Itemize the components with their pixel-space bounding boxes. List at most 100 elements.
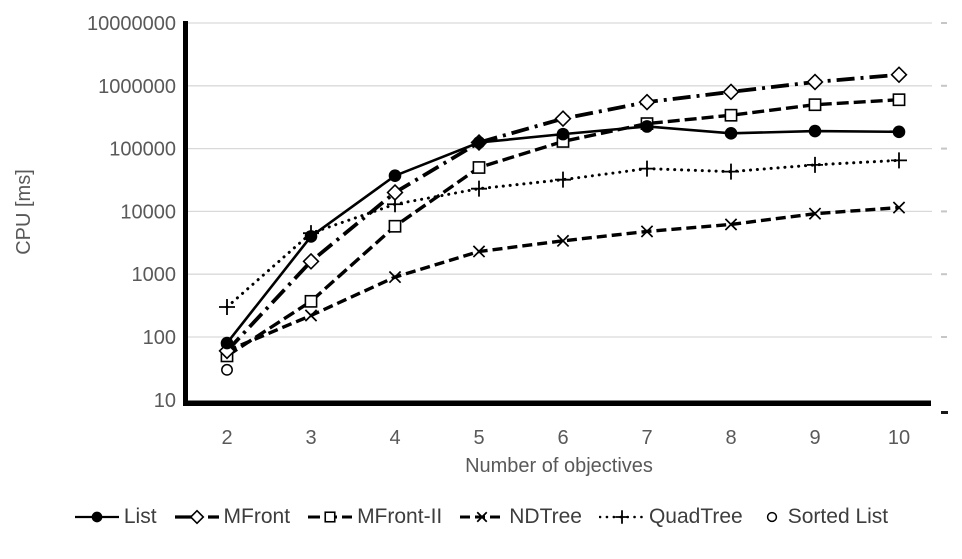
right-axis-tick xyxy=(941,336,947,338)
data-point-marker xyxy=(388,270,402,284)
legend-label: List xyxy=(123,505,157,528)
data-point-marker xyxy=(388,219,402,233)
data-point-marker xyxy=(723,163,739,180)
data-point-marker xyxy=(892,93,906,107)
axes xyxy=(183,21,931,406)
data-point-marker xyxy=(220,336,234,350)
data-point-marker xyxy=(892,125,906,139)
series-line xyxy=(226,205,900,353)
data-point-marker xyxy=(891,152,907,169)
legend-sample-quadtree-icon xyxy=(598,510,645,524)
y-tick-label: 1000000 xyxy=(98,76,176,98)
data-point-marker xyxy=(640,120,654,133)
data-point-marker xyxy=(806,73,824,91)
x-tick-label: 6 xyxy=(557,427,568,449)
y-axis-line xyxy=(183,21,188,406)
right-axis-tick xyxy=(941,84,947,87)
y-tick-label: 10000 xyxy=(120,201,176,223)
x-tick-label: 2 xyxy=(221,427,232,449)
right-axis-tick xyxy=(941,22,947,24)
data-point-marker xyxy=(471,180,487,197)
data-point-marker xyxy=(304,309,318,322)
x-tick-label: 4 xyxy=(389,427,400,449)
plot-area: 10000000 1000000 100000 10000 1000 100 10 2 3 4 5 6… xyxy=(13,13,948,477)
legend-item-ndtree: NDTree xyxy=(459,505,582,529)
data-point-marker xyxy=(472,161,486,174)
data-point-marker xyxy=(808,124,822,138)
data-point-marker xyxy=(892,201,906,214)
data-point-marker xyxy=(472,136,486,149)
legend-sample-mfront-icon xyxy=(174,509,219,525)
y-tick-label: 100 xyxy=(143,327,176,349)
chart-legend: List MFront MFront-II NDTree QuadTree So… xyxy=(0,505,962,529)
legend-marker xyxy=(189,509,204,525)
y-tick-label: 10000000 xyxy=(87,13,176,35)
data-point-marker xyxy=(221,363,233,376)
y-tick-label: 1000 xyxy=(132,264,177,286)
legend-marker xyxy=(476,511,488,523)
legend-item-mfront: MFront xyxy=(174,505,291,529)
legend-marker xyxy=(324,511,336,523)
right-axis-tick xyxy=(941,411,948,414)
gridlines xyxy=(187,22,948,414)
data-point-marker xyxy=(304,294,318,308)
legend-item-list: List xyxy=(74,505,157,529)
series-line xyxy=(225,125,900,344)
right-axis-tick xyxy=(941,147,947,150)
x-tick-label: 9 xyxy=(809,427,820,449)
data-point-marker xyxy=(555,171,571,188)
legend-marker xyxy=(91,511,103,523)
data-point-marker xyxy=(639,160,655,177)
data-point-marker xyxy=(218,342,236,360)
data-point-marker xyxy=(472,245,486,258)
x-tick-label: 10 xyxy=(888,427,910,449)
data-point-marker xyxy=(807,156,823,173)
x-tick-label: 7 xyxy=(641,427,652,449)
series-line xyxy=(225,72,900,353)
data-point-marker xyxy=(808,207,822,220)
data-point-marker xyxy=(722,83,740,101)
data-point-marker xyxy=(219,299,235,316)
data-point-marker xyxy=(724,218,738,231)
data-point-marker xyxy=(556,234,570,248)
data-point-marker xyxy=(554,110,572,128)
legend-item-mfront-ii: MFront-II xyxy=(307,505,442,529)
data-point-marker xyxy=(388,169,402,183)
legend-label: MFront-II xyxy=(357,505,443,528)
legend-item-sorted-list: Sorted List xyxy=(760,505,888,529)
series-line xyxy=(226,98,900,358)
legend-sample-ndtree-icon xyxy=(460,511,505,523)
legend-label: MFront xyxy=(223,505,291,528)
data-point-marker xyxy=(808,98,822,112)
x-tick-label: 3 xyxy=(305,427,316,449)
data-point-marker xyxy=(724,127,738,140)
right-axis-tick xyxy=(941,210,947,213)
x-axis-title: Number of objectives xyxy=(465,455,653,477)
data-point-marker xyxy=(638,93,656,111)
data-point-marker xyxy=(890,66,908,84)
data-point-marker xyxy=(302,252,320,270)
y-axis-title: CPU [ms] xyxy=(13,169,35,255)
x-axis-line xyxy=(183,400,931,406)
data-point-marker xyxy=(386,183,404,202)
legend-label: Sorted List xyxy=(787,505,889,528)
legend-marker xyxy=(615,510,629,524)
legend-sample-sorted-list-icon xyxy=(766,511,777,523)
data-series xyxy=(218,66,908,376)
legend-label: QuadTree xyxy=(648,505,743,528)
legend-sample-list-icon xyxy=(74,511,119,523)
legend-item-quadtree: QuadTree xyxy=(598,505,743,529)
data-point-marker xyxy=(556,127,570,141)
legend-sample-mfront-ii-icon xyxy=(308,511,353,523)
data-point-marker xyxy=(304,230,318,243)
y-tick-label: 10 xyxy=(154,390,176,412)
data-point-marker xyxy=(724,108,738,122)
data-point-marker xyxy=(640,225,654,238)
right-axis-tick xyxy=(941,273,947,276)
tick-labels: 10000000 1000000 100000 10000 1000 100 10 2 3 4 5 6… xyxy=(87,13,910,449)
y-tick-label: 100000 xyxy=(109,139,176,161)
legend-marker xyxy=(766,511,777,523)
x-tick-label: 8 xyxy=(725,427,736,449)
x-tick-label: 5 xyxy=(473,427,484,449)
